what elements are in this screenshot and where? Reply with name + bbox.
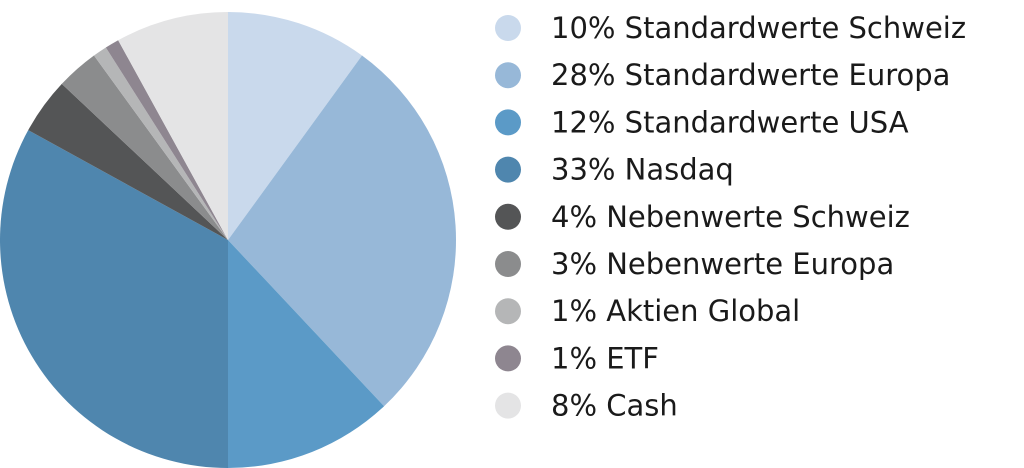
pie-slice-1 xyxy=(228,11,363,240)
legend-label-6: 3% Nebenwerte Europa xyxy=(551,247,894,281)
legend-label-8: 1% ETF xyxy=(551,341,659,375)
pie-slice-4 xyxy=(0,130,228,468)
legend-label-7: 1% Aktien Global xyxy=(551,294,800,328)
pie-slice-6 xyxy=(61,55,228,240)
pie-slice-7 xyxy=(93,47,228,240)
legend-label-5: 4% Nebenwerte Schweiz xyxy=(551,200,910,234)
legend-label-9: 8% Cash xyxy=(551,389,678,423)
legend-marker-1 xyxy=(495,15,521,41)
legend-label-2: 28% Standardwerte Europa xyxy=(551,58,950,92)
legend-marker-6 xyxy=(495,251,521,277)
legend-label-4: 33% Nasdaq xyxy=(551,153,734,187)
legend-label-1: 10% Standardwerte Schweiz xyxy=(551,11,966,45)
pie-slice-8 xyxy=(105,40,228,241)
legend-marker-9 xyxy=(495,392,521,419)
legend-marker-4 xyxy=(495,156,521,183)
legend-marker-5 xyxy=(495,203,521,230)
pie-slice-9 xyxy=(118,12,228,240)
legend-marker-3 xyxy=(495,109,521,136)
legend: 10% Standardwerte Schweiz 28% Standardwer… xyxy=(495,11,966,423)
pie-slice-5 xyxy=(28,83,229,240)
pie xyxy=(0,11,457,468)
pie-slice-2 xyxy=(228,55,457,407)
legend-marker-7 xyxy=(495,298,521,325)
legend-marker-2 xyxy=(495,62,521,89)
pie-slice-3 xyxy=(228,240,385,468)
legend-label-3: 12% Standardwerte USA xyxy=(551,105,909,139)
legend-marker-8 xyxy=(495,345,521,372)
